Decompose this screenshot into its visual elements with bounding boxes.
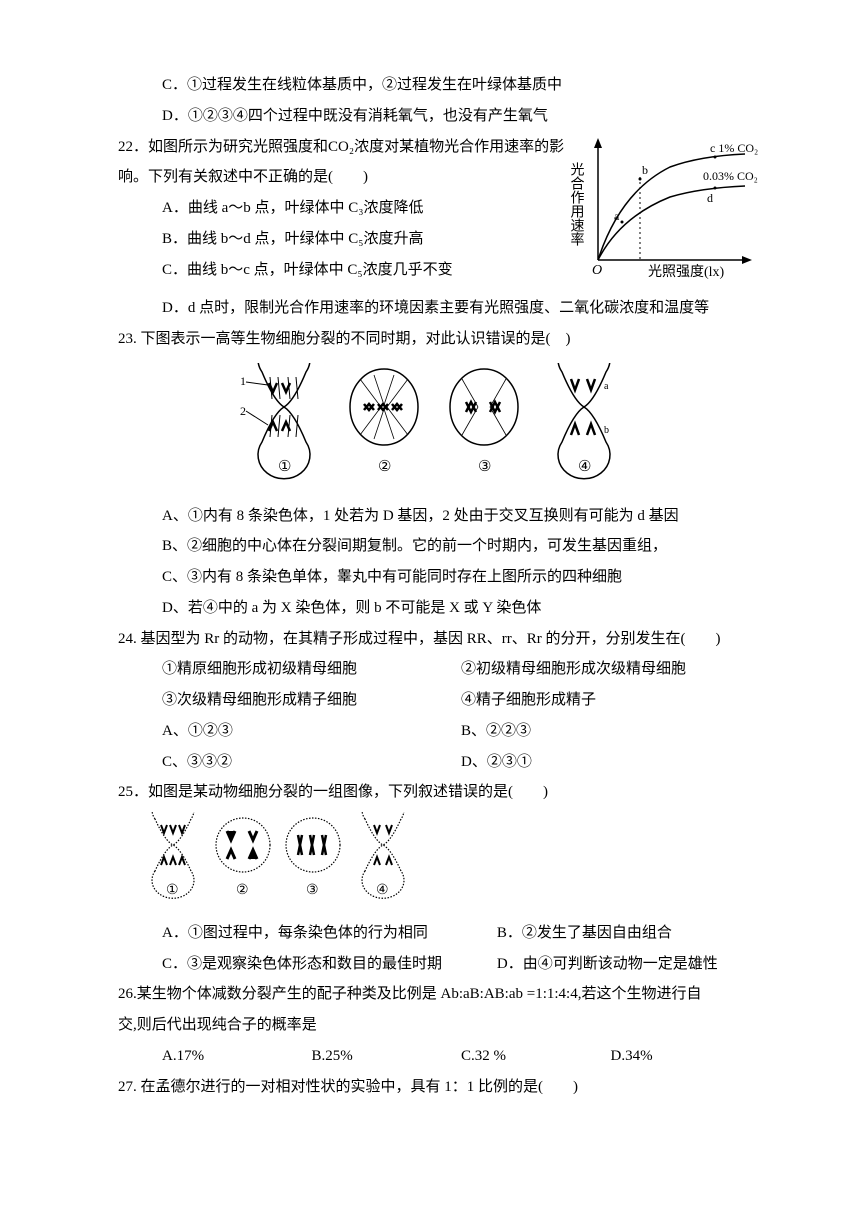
pre-option-c: C．①过程发生在线粒体基质中，②过程发生在叶绿体基质中 <box>118 70 760 101</box>
q24-opts-row1: A、①②③ B、②②③ <box>118 716 760 747</box>
svg-text:a: a <box>614 209 620 223</box>
pre-option-d: D．①②③④四个过程中既没有消耗氧气，也没有产生氧气 <box>118 101 760 132</box>
q26-stem-line1: 26.某生物个体减数分裂产生的配子种类及比例是 Ab:aB:AB:ab =1:1… <box>118 979 760 1010</box>
svg-text:②: ② <box>378 459 391 475</box>
q22-stem-line1: 22．如图所示为研究光照强度和CO₂浓度对某植物光合作用速率的影 <box>118 132 570 163</box>
svg-text:④: ④ <box>376 883 389 898</box>
svg-text:④: ④ <box>578 459 591 475</box>
q22-opt-d: D．d 点时，限制光合作用速率的环境因素主要有光照强度、二氧化碳浓度和温度等 <box>118 293 760 324</box>
q25-opts-row1: A．①图过程中，每条染色体的行为相同 B．②发生了基因自由组合 <box>118 918 760 949</box>
q24-opts-row2: C、③③② D、②③① <box>118 747 760 778</box>
q24-stem: 24. 基因型为 Rr 的动物，在其精子形成过程中，基因 RR、rr、Rr 的分… <box>118 624 760 655</box>
svg-text:③: ③ <box>306 883 319 898</box>
svg-text:③: ③ <box>478 459 491 475</box>
svg-text:O: O <box>592 263 602 278</box>
svg-text:②: ② <box>236 883 249 898</box>
q27-stem: 27. 在孟德尔进行的一对相对性状的实验中，具有 1：1 比例的是( ) <box>118 1072 760 1103</box>
q23-stem: 23. 下图表示一高等生物细胞分裂的不同时期，对此认识错误的是( ) <box>118 324 760 355</box>
q23-opt-b: B、②细胞的中心体在分裂间期复制。它的前一个时期内，可发生基因重组， <box>118 531 760 562</box>
svg-text:1: 1 <box>240 374 246 388</box>
q22-opt-c: C．曲线 b～c 点，叶绿体中 C₅浓度几乎不变 <box>118 255 570 286</box>
q25-stem: 25．如图是某动物细胞分裂的一组图像，下列叙述错误的是( ) <box>118 777 760 808</box>
q22-chart: a b c 1% CO₂ 0.03% CO₂ d 光合作用速率 O 光照强度(l… <box>570 132 760 294</box>
q24-items-row1: ①精原细胞形成初级精母细胞 ②初级精母细胞形成次级精母细胞 <box>118 654 760 685</box>
svg-text:b: b <box>642 163 648 177</box>
svg-text:①: ① <box>166 883 179 898</box>
svg-text:c 1% CO₂: c 1% CO₂ <box>710 141 758 155</box>
q23-diagram: 1 2 <box>118 363 760 493</box>
q22-stem-line2: 响。下列有关叙述中不正确的是( ) <box>118 162 570 193</box>
q23-opt-c: C、③内有 8 条染色单体，睾丸中有可能同时存在上图所示的四种细胞 <box>118 562 760 593</box>
svg-text:①: ① <box>278 459 291 475</box>
svg-text:光合作用速率: 光合作用速率 <box>570 162 585 246</box>
q26-opts: A.17% B.25% C.32 % D.34% <box>118 1041 760 1072</box>
q26-stem-line2: 交,则后代出现纯合子的概率是 <box>118 1010 760 1041</box>
q24-items-row2: ③次级精母细胞形成精子细胞 ④精子细胞形成精子 <box>118 685 760 716</box>
svg-text:2: 2 <box>240 404 246 418</box>
q25-diagram: ① ② ③ ④ <box>118 812 760 914</box>
q25-opts-row2: C．③是观察染色体形态和数目的最佳时期 D．由④可判断该动物一定是雄性 <box>118 949 760 980</box>
q23-opt-a: A、①内有 8 条染色体，1 处若为 D 基因，2 处由于交叉互换则有可能为 d… <box>118 501 760 532</box>
q22-opt-b: B．曲线 b～d 点，叶绿体中 C₅浓度升高 <box>118 224 570 255</box>
svg-text:0.03% CO₂: 0.03% CO₂ <box>703 169 758 183</box>
q23-opt-d: D、若④中的 a 为 X 染色体，则 b 不可能是 X 或 Y 染色体 <box>118 593 760 624</box>
svg-text:b: b <box>604 425 609 436</box>
question-22-block: 22．如图所示为研究光照强度和CO₂浓度对某植物光合作用速率的影 响。下列有关叙… <box>118 132 760 294</box>
svg-text:d: d <box>707 191 713 205</box>
q22-opt-a: A．曲线 a～b 点，叶绿体中 C₃浓度降低 <box>118 193 570 224</box>
svg-text:a: a <box>604 381 609 392</box>
svg-text:光照强度(lx): 光照强度(lx) <box>648 264 725 280</box>
